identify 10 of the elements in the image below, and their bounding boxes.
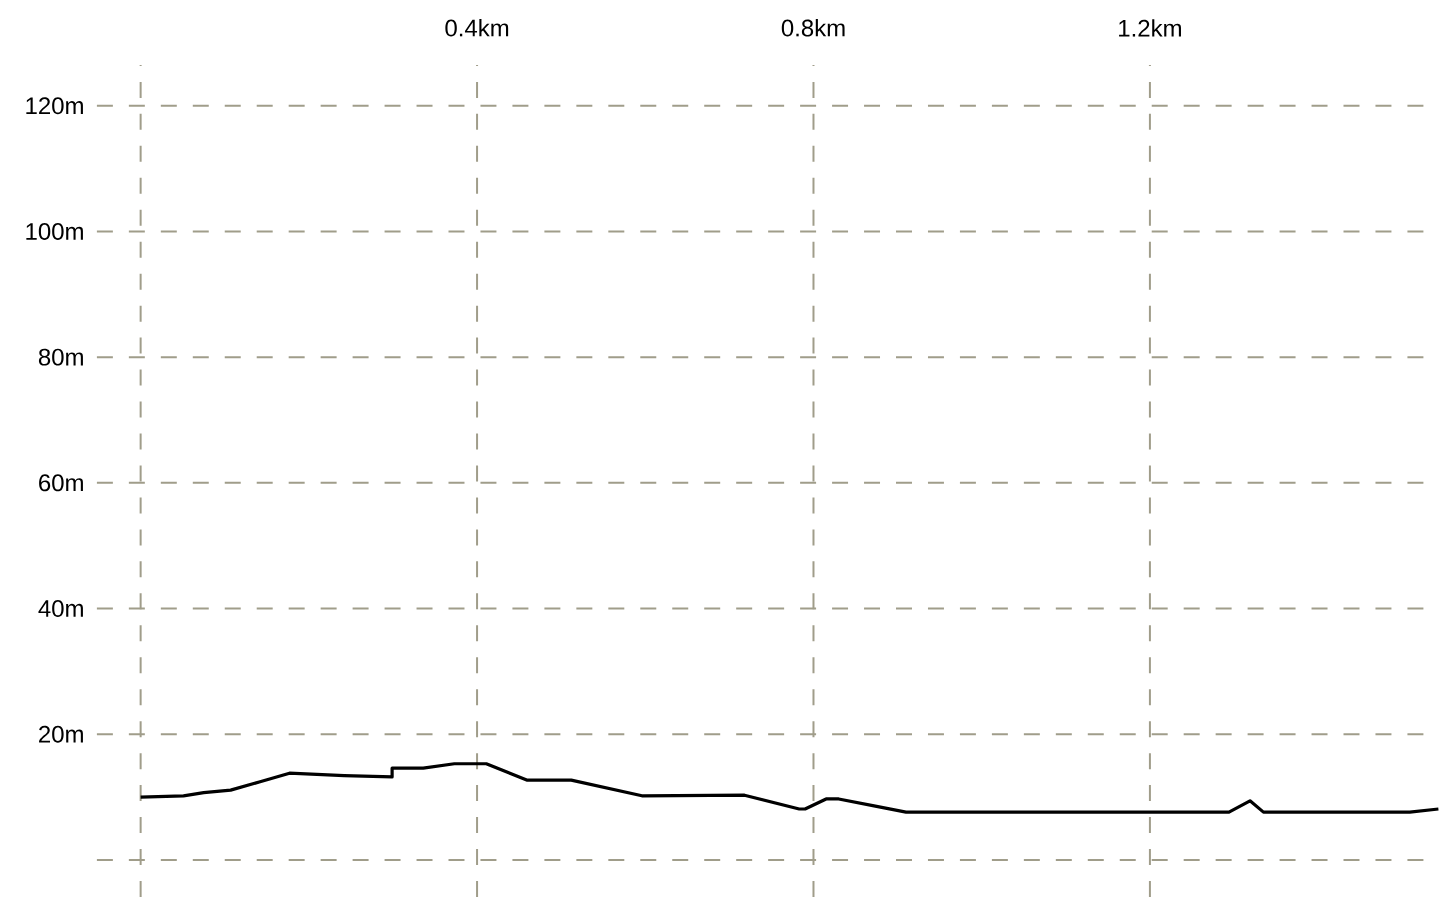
line-series xyxy=(139,762,1440,814)
x-tick-label: 0.4km xyxy=(445,18,509,37)
y-tick-label: 120m xyxy=(26,97,83,115)
y-tick-label: 100m xyxy=(26,222,83,240)
y-tick-label: 60m xyxy=(39,474,83,492)
x-tick-label: 1.2km xyxy=(1119,19,1181,37)
y-tick-label: 20m xyxy=(39,725,83,743)
x-tick-label: 0.8km xyxy=(781,18,845,37)
y-tick-label: 40m xyxy=(38,600,83,617)
y-tick-label: 80m xyxy=(38,348,83,366)
